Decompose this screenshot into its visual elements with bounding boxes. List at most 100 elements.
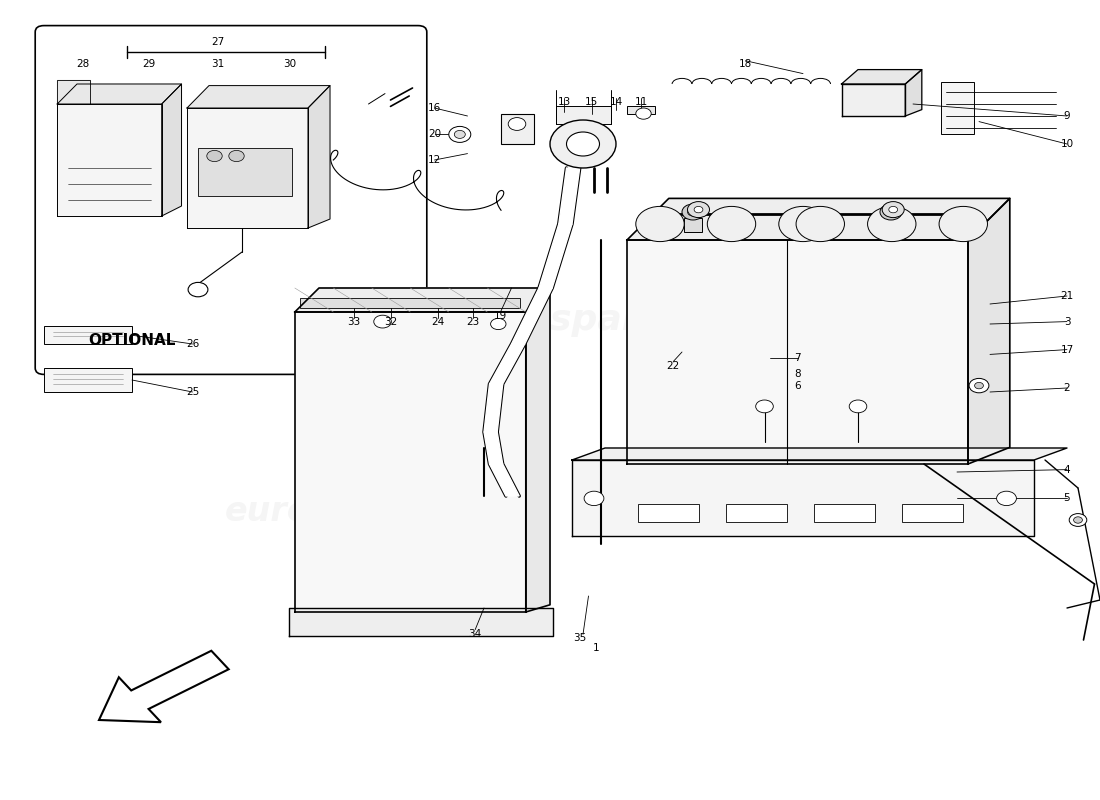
Polygon shape <box>162 84 182 216</box>
Circle shape <box>975 382 983 389</box>
Polygon shape <box>572 460 1034 536</box>
Circle shape <box>868 206 916 242</box>
Circle shape <box>491 318 506 330</box>
Bar <box>44 326 132 344</box>
FancyArrow shape <box>99 650 229 722</box>
FancyBboxPatch shape <box>35 26 427 374</box>
Circle shape <box>636 206 684 242</box>
Text: 27: 27 <box>211 38 224 47</box>
Text: 18: 18 <box>739 59 752 69</box>
Circle shape <box>939 206 988 242</box>
Bar <box>882 218 900 232</box>
Circle shape <box>969 378 989 393</box>
Polygon shape <box>526 288 550 612</box>
Text: 17: 17 <box>1060 345 1074 354</box>
Polygon shape <box>627 240 968 464</box>
Circle shape <box>207 150 222 162</box>
Circle shape <box>756 400 773 413</box>
Bar <box>940 82 974 134</box>
Text: 28: 28 <box>76 59 89 69</box>
Bar <box>638 504 698 522</box>
Polygon shape <box>539 224 572 288</box>
Polygon shape <box>490 344 525 384</box>
Text: eurospares: eurospares <box>224 495 436 529</box>
Polygon shape <box>57 84 182 104</box>
Text: 26: 26 <box>186 339 199 349</box>
Bar <box>556 106 610 124</box>
Polygon shape <box>295 312 526 612</box>
Polygon shape <box>627 198 1010 240</box>
Polygon shape <box>289 608 553 636</box>
Circle shape <box>636 108 651 119</box>
Polygon shape <box>484 384 503 432</box>
Polygon shape <box>572 448 1067 460</box>
Bar <box>814 504 874 522</box>
Polygon shape <box>905 70 922 116</box>
Text: 12: 12 <box>428 155 441 165</box>
Text: 30: 30 <box>283 59 296 69</box>
Bar <box>500 114 534 144</box>
Circle shape <box>779 206 827 242</box>
Text: 3: 3 <box>1064 317 1070 326</box>
Bar <box>627 106 654 114</box>
Circle shape <box>1069 514 1087 526</box>
Circle shape <box>880 204 902 220</box>
Text: eurospares: eurospares <box>458 303 686 337</box>
Circle shape <box>889 206 898 213</box>
Circle shape <box>688 208 698 216</box>
Text: 19: 19 <box>494 311 507 321</box>
Text: 9: 9 <box>1064 111 1070 121</box>
Text: 32: 32 <box>384 318 397 327</box>
Text: 33: 33 <box>348 318 361 327</box>
Text: 10: 10 <box>1060 139 1074 149</box>
Circle shape <box>707 206 756 242</box>
Text: 16: 16 <box>428 103 441 113</box>
Bar <box>684 218 702 232</box>
Bar <box>300 298 520 308</box>
Text: 31: 31 <box>211 59 224 69</box>
Circle shape <box>188 282 208 297</box>
Circle shape <box>550 120 616 168</box>
Circle shape <box>796 206 845 242</box>
Polygon shape <box>559 168 580 224</box>
Circle shape <box>886 208 896 216</box>
Polygon shape <box>842 84 905 116</box>
Text: 29: 29 <box>142 59 155 69</box>
Circle shape <box>566 132 600 156</box>
Text: 15: 15 <box>585 98 598 107</box>
Polygon shape <box>295 288 550 312</box>
Text: 25: 25 <box>186 387 199 397</box>
Text: 34: 34 <box>469 629 482 638</box>
Polygon shape <box>187 108 308 228</box>
Text: 35: 35 <box>573 634 586 643</box>
Circle shape <box>449 126 471 142</box>
Polygon shape <box>490 464 519 496</box>
Text: 2: 2 <box>1064 383 1070 393</box>
Circle shape <box>454 130 465 138</box>
Text: 23: 23 <box>466 318 480 327</box>
Text: OPTIONAL: OPTIONAL <box>88 333 175 348</box>
Text: 7: 7 <box>794 354 801 363</box>
Bar <box>44 368 132 392</box>
Text: 21: 21 <box>1060 291 1074 301</box>
Text: 22: 22 <box>667 361 680 370</box>
Polygon shape <box>484 432 503 464</box>
Polygon shape <box>57 104 162 216</box>
Bar <box>726 504 786 522</box>
Polygon shape <box>512 288 552 344</box>
Polygon shape <box>187 86 330 108</box>
Circle shape <box>882 202 904 218</box>
Circle shape <box>584 491 604 506</box>
Circle shape <box>229 150 244 162</box>
Circle shape <box>694 206 703 213</box>
Circle shape <box>508 118 526 130</box>
Text: 1: 1 <box>593 643 600 653</box>
Text: 6: 6 <box>794 382 801 391</box>
Text: 5: 5 <box>1064 493 1070 502</box>
Text: 11: 11 <box>635 98 648 107</box>
Polygon shape <box>308 86 330 228</box>
Circle shape <box>374 315 392 328</box>
Polygon shape <box>968 198 1010 464</box>
Circle shape <box>688 202 710 218</box>
Polygon shape <box>842 70 922 84</box>
